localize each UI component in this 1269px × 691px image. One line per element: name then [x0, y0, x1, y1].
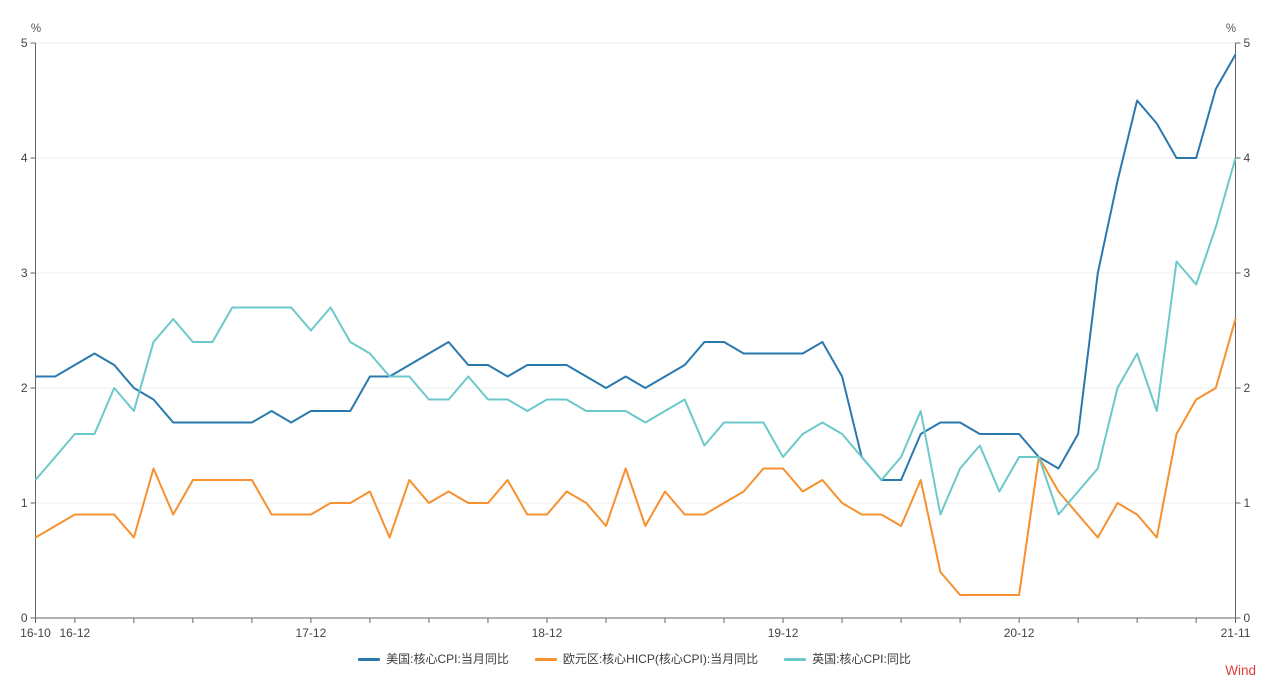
y-tick-label-right-3: 3 — [1244, 266, 1251, 280]
y-tick-label-left-5: 5 — [21, 36, 28, 50]
y-tick-label-left-3: 3 — [21, 266, 28, 280]
y-tick-label-left-0: 0 — [21, 611, 28, 625]
y-tick-label-right-0: 0 — [1244, 611, 1251, 625]
series-line-us-core-cpi — [35, 54, 1237, 481]
series-line-uk-core-cpi — [34, 157, 1237, 516]
y-tick-label-right-1: 1 — [1244, 496, 1251, 510]
x-tick-label-18-12: 18-12 — [532, 626, 563, 640]
y-tick-label-right-5: 5 — [1244, 36, 1251, 50]
x-tick-label-20-12: 20-12 — [1004, 626, 1035, 640]
x-tick-label-17-12: 17-12 — [296, 626, 327, 640]
legend-label-ez-core-hicp: 欧元区:核心HICP(核心CPI):当月同比 — [562, 652, 759, 666]
legend-label-us-core-cpi: 美国:核心CPI:当月同比 — [386, 652, 509, 666]
legend-item-uk-core-cpi[interactable]: 英国:核心CPI:同比 — [784, 653, 911, 665]
y-tick-label-left-4: 4 — [21, 151, 28, 165]
legend-label-uk-core-cpi: 英国:核心CPI:同比 — [812, 652, 911, 666]
y-axis-unit-right: % — [1226, 23, 1236, 35]
chart-legend: 美国:核心CPI:当月同比 欧元区:核心HICP(核心CPI):当月同比 英国:核心… — [0, 650, 1269, 668]
legend-swatch-uk-core-cpi — [784, 657, 807, 661]
y-axis-unit-left: % — [31, 23, 41, 35]
y-tick-label-right-2: 2 — [1244, 381, 1251, 395]
x-tick-label-21-11: 21-11 — [1221, 626, 1251, 640]
legend-item-ez-core-hicp[interactable]: 欧元区:核心HICP(核心CPI):当月同比 — [534, 652, 759, 666]
wind-logo: Wind — [1225, 663, 1256, 678]
y-tick-label-right-4: 4 — [1244, 151, 1251, 165]
x-tick-label-19-12: 19-12 — [768, 626, 799, 640]
legend-item-us-core-cpi[interactable]: 美国:核心CPI:当月同比 — [358, 653, 509, 665]
x-tick-label-16-12: 16-12 — [59, 626, 90, 640]
series-line-ez-core-hicp — [34, 318, 1237, 596]
legend-swatch-us-core-cpi — [358, 657, 381, 661]
x-tick-label-16-10: 16-10 — [20, 626, 51, 640]
y-tick-label-left-1: 1 — [21, 496, 28, 510]
y-tick-label-left-2: 2 — [21, 381, 28, 395]
legend-swatch-ez-core-hicp — [534, 657, 557, 661]
